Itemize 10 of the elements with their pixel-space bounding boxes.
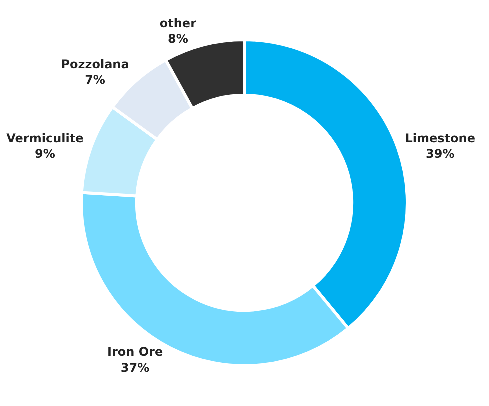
data-label: 8% bbox=[168, 32, 188, 46]
slice-label: Pozzolana bbox=[61, 58, 130, 72]
slice-label: Limestone bbox=[405, 131, 476, 146]
data-label: 37% bbox=[120, 360, 150, 375]
data-label: 7% bbox=[85, 73, 106, 88]
slice-label: Vermiculite bbox=[6, 131, 84, 146]
slice-label: other bbox=[160, 16, 197, 30]
data-label: 9% bbox=[35, 146, 56, 161]
slice-label: Iron Ore bbox=[107, 345, 164, 360]
data-label: 39% bbox=[426, 146, 455, 161]
